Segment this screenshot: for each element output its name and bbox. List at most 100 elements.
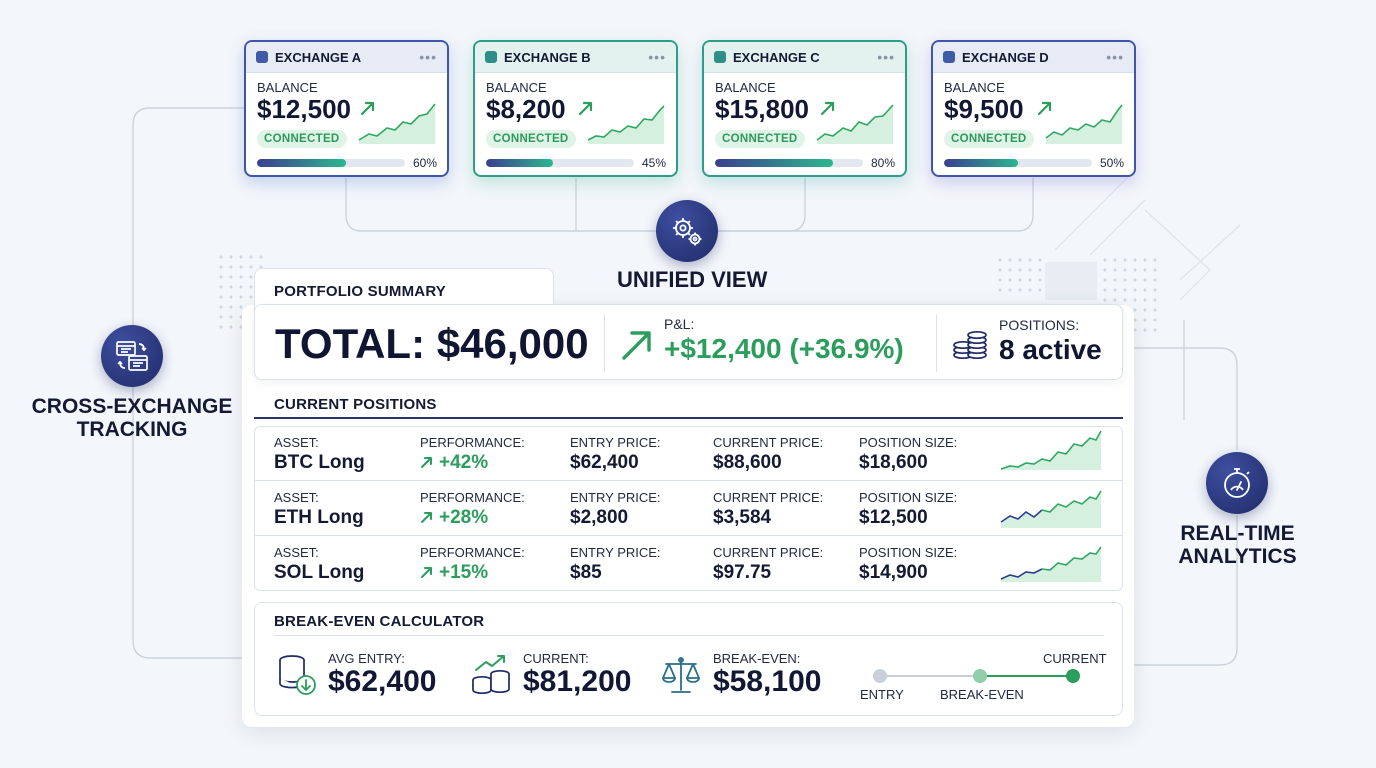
position-size-value: $18,600 [859,452,928,473]
position-size-label: POSITION SIZE: [859,545,958,560]
break-even-marker [973,669,987,683]
break-even-label: BREAK-EVEN: [713,651,801,666]
balance-label: BALANCE [715,80,776,95]
scale-track [880,675,980,677]
current-positions-title: CURRENT POSITIONS [274,396,437,413]
balance-value: $9,500 [944,94,1024,124]
scale-break-even-label: BREAK-EVEN [940,687,1024,702]
progress-fill [944,159,1018,167]
unified-view-badge [656,200,718,262]
avg-entry-label: AVG ENTRY: [328,651,405,666]
position-size-label: POSITION SIZE: [859,435,958,450]
allocation-progress-bar [944,159,1092,167]
connected-status-badge: CONNECTED [715,130,805,148]
realtime-analytics-label-line1: REAL-TIME [1180,522,1295,545]
exchange-logo-icon [485,51,497,63]
progress-percent: 60% [412,156,437,170]
divider [936,314,937,372]
scale-track-gain [980,675,1073,677]
balance-scale-icon [662,657,700,693]
balance-sparkline [816,104,894,144]
coin-stack-down-icon [279,655,316,695]
progress-fill [486,159,553,167]
balance-label: BALANCE [257,80,318,95]
entry-price-value: $2,800 [570,507,629,528]
entry-price-label: ENTRY PRICE: [570,435,661,450]
current-price-label: CURRENT PRICE: [713,435,824,450]
pnl-value: +$12,400 (+36.9%) [664,333,904,364]
connected-status-badge: CONNECTED [257,130,347,148]
current-price-value: $88,600 [713,452,782,473]
cross-exchange-label-line1: CROSS-EXCHANGE [31,395,233,418]
trend-up-arrow-icon [820,101,835,116]
balance-value: $8,200 [486,94,566,124]
progress-percent: 80% [870,156,895,170]
current-label: CURRENT: [523,651,589,666]
exchange-name: EXCHANGE C [733,49,820,65]
realtime-analytics-label-line2: ANALYTICS [1178,545,1297,568]
gears-icon [673,218,702,246]
avg-entry-value: $62,400 [328,665,437,698]
asset-value: SOL Long [274,562,365,583]
asset-value: ETH Long [274,507,364,528]
asset-label: ASSET: [274,545,319,560]
asset-label: ASSET: [274,490,319,505]
cross-exchange-badge [101,325,163,387]
allocation-progress-bar [715,159,863,167]
exchange-card-d[interactable]: EXCHANGE D ••• BALANCE $9,500 CONNECTED … [931,40,1136,177]
positions-table [254,426,1123,591]
exchange-card-header: EXCHANGE D ••• [933,42,1134,73]
current-price-label: CURRENT PRICE: [713,545,824,560]
connected-status-badge: CONNECTED [944,130,1034,148]
performance-value: +15% [439,562,489,583]
balance-value: $15,800 [715,94,809,124]
exchange-card-c[interactable]: EXCHANGE C ••• BALANCE $15,800 CONNECTED… [702,40,907,177]
progress-percent: 50% [1099,156,1124,170]
unified-view-label: UNIFIED VIEW [617,267,768,292]
realtime-analytics-badge [1206,452,1268,514]
exchange-card-header: EXCHANGE A ••• [246,42,447,73]
exchange-card-a[interactable]: EXCHANGE A ••• BALANCE $12,500 CONNECTED… [244,40,449,177]
more-options-icon[interactable]: ••• [648,49,666,65]
coin-stacks-icon [953,330,987,360]
more-options-icon[interactable]: ••• [877,49,895,65]
more-options-icon[interactable]: ••• [419,49,437,65]
exchange-card-b[interactable]: EXCHANGE B ••• BALANCE $8,200 CONNECTED … [473,40,678,177]
progress-fill [257,159,346,167]
portfolio-total: TOTAL: $46,000 [275,320,589,367]
balance-sparkline [587,105,665,144]
progress-percent: 45% [641,156,666,170]
portfolio-summary-title: PORTFOLIO SUMMARY [274,283,447,300]
exchange-name: EXCHANGE A [275,49,362,65]
more-options-icon[interactable]: ••• [1106,49,1124,65]
trend-up-arrow-icon [421,567,432,578]
position-size-label: POSITION SIZE: [859,490,958,505]
current-marker [1066,669,1080,683]
exchange-logo-icon [714,51,726,63]
entry-price-value: $85 [570,562,602,583]
exchange-logo-icon [943,51,955,63]
price-sparkline [1000,546,1102,582]
break-even-title: BREAK-EVEN CALCULATOR [274,613,485,630]
trend-up-arrow-icon [1037,101,1052,116]
pnl-label: P&L: [664,316,695,332]
row-divider [254,535,1123,536]
title-rule [274,635,1104,636]
realtime-analytics-label: REAL-TIME ANALYTICS [1150,522,1325,568]
price-sparkline [1000,430,1102,470]
performance-label: PERFORMANCE: [420,490,525,505]
sync-windows-icon [116,341,148,371]
entry-price-value: $62,400 [570,452,639,473]
current-price-label: CURRENT PRICE: [713,490,824,505]
dot-pattern [995,255,1045,295]
position-size-value: $14,900 [859,562,928,583]
asset-label: ASSET: [274,435,319,450]
balance-label: BALANCE [944,80,1005,95]
performance-label: PERFORMANCE: [420,545,525,560]
balance-sparkline [358,103,436,144]
performance-value: +28% [439,507,489,528]
scale-entry-label: ENTRY [860,687,904,702]
current-price-value: $97.75 [713,562,772,583]
trend-up-arrow-icon [421,512,432,523]
balance-sparkline [1045,104,1123,144]
